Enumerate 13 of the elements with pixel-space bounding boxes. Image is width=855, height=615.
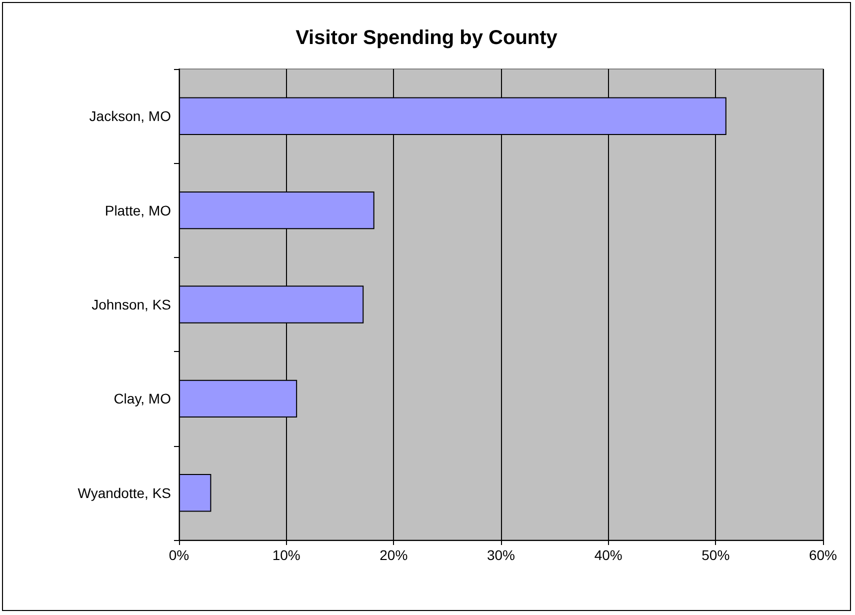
x-tick-label: 60% [808, 547, 838, 563]
x-tick-label: 0% [168, 547, 190, 563]
y-tick-label: Clay, MO [114, 390, 172, 407]
x-tick-label: 20% [380, 547, 408, 563]
y-tick-label: Jackson, MO [89, 108, 172, 124]
y-tick-label: Platte, MO [104, 202, 172, 218]
x-tick-label: 40% [594, 547, 622, 563]
chart-title: Visitor Spending by County [296, 27, 558, 49]
y-tick-label: Wyandotte, KS [78, 484, 171, 501]
x-tick-label: 10% [272, 547, 300, 563]
x-tick-label: 50% [702, 547, 730, 563]
x-tick-label: 30% [486, 547, 516, 563]
y-tick-label: Johnson, KS [92, 296, 171, 312]
